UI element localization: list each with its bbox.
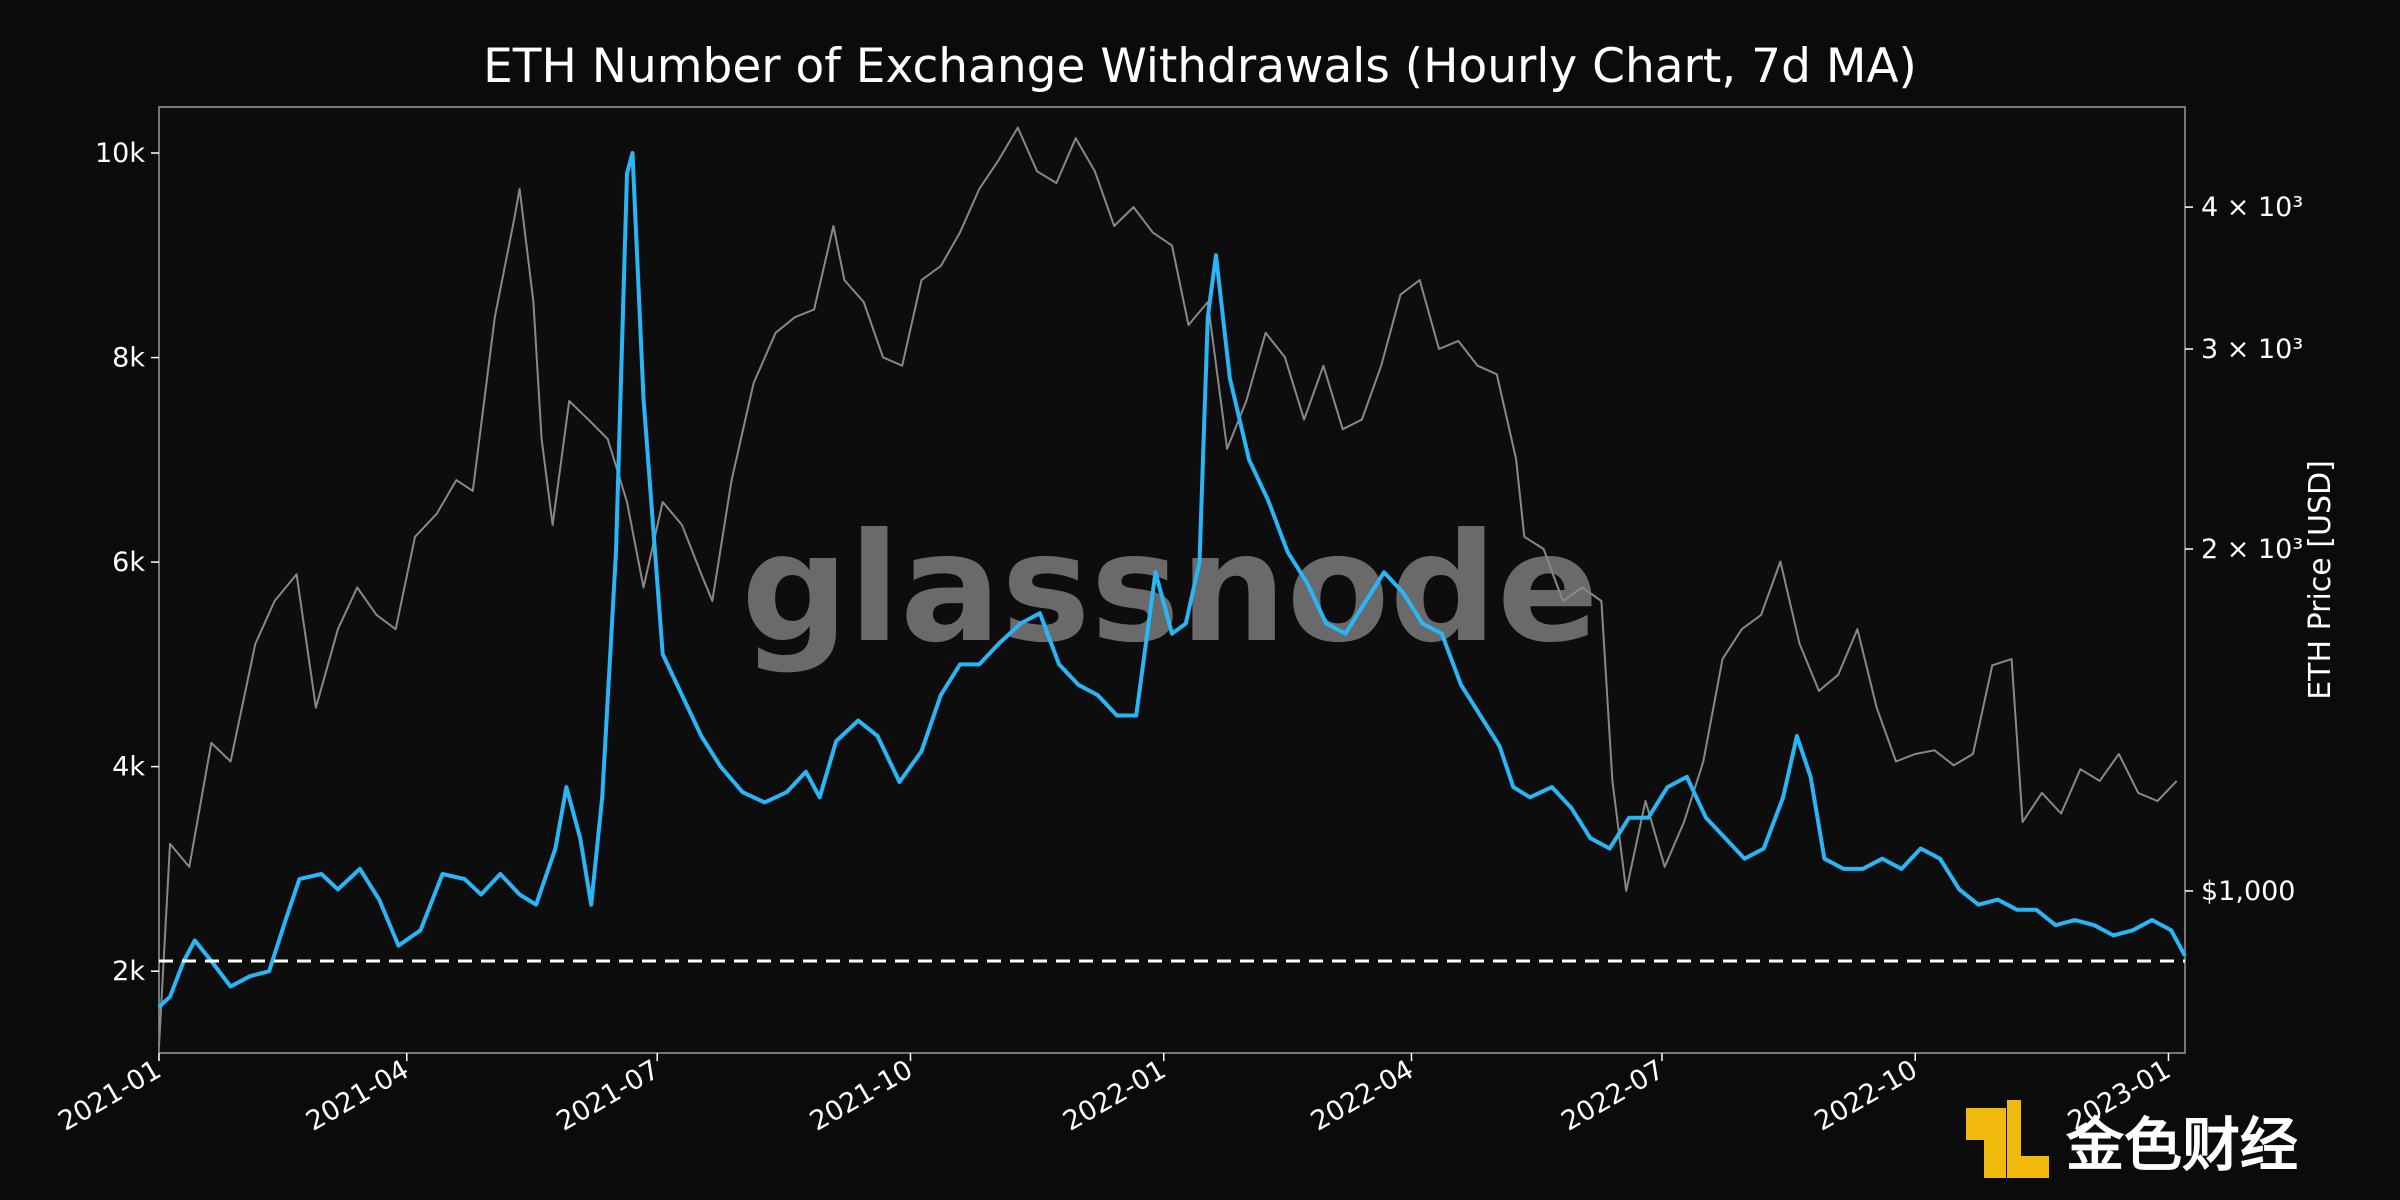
y2-tick-label: 3 × 10³ [2201,334,2303,365]
x-tick-label: 2022-10 [1810,1054,1923,1137]
glassnode-watermark: glassnode [741,502,1599,676]
y-tick-label: 10k [95,138,145,169]
eth-price-line [158,126,2178,1047]
logo-text: 金色财经 [2066,1111,2298,1179]
x-tick-label: 2021-04 [301,1054,414,1137]
y-tick-label: 2k [112,956,145,987]
x-tick-label: 2021-07 [552,1054,665,1137]
y-tick-label: 4k [112,752,145,783]
x-tick-label: 2022-01 [1058,1054,1171,1137]
x-tick-label: 2021-01 [53,1054,166,1137]
withdrawals-series [157,151,2187,1009]
logo: 金色财经 [1966,1100,2298,1179]
x-tick-label: 2022-04 [1306,1054,1419,1137]
logo-icon [1966,1100,2049,1178]
price-series [158,126,2178,1047]
y-tick-label: 8k [112,343,145,374]
y-axis-left: 2k 4k 6k 8k 10k [95,138,159,987]
y-tick-label: 6k [112,547,145,578]
x-axis: 2021-01 2021-04 2021-07 2021-10 2022-01 2022-… [53,1053,2176,1137]
withdrawals-line [157,151,2187,1009]
y2-tick-label: 4 × 10³ [2201,192,2303,223]
y2-tick-label: 2 × 10³ [2201,534,2303,565]
y2-tick-label: $1,000 [2201,876,2295,907]
y-axis-right: $1,000 2 × 10³ 3 × 10³ 4 × 10³ [2185,192,2303,907]
plot-area [158,106,2186,1054]
y2-axis-label: ETH Price [USD] [2303,460,2338,700]
chart-title: ETH Number of Exchange Withdrawals (Hour… [483,39,1917,94]
x-tick-label: 2022-07 [1556,1054,1669,1137]
x-tick-label: 2021-10 [805,1054,918,1137]
